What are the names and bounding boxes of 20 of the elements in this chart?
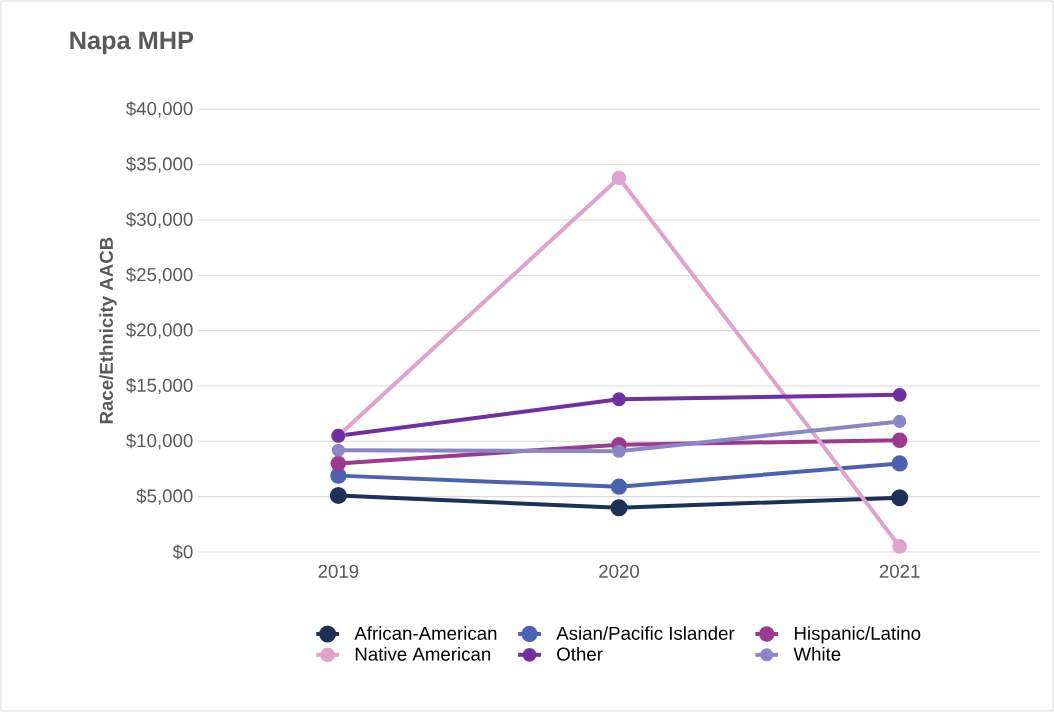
legend-label: Native American bbox=[355, 647, 491, 661]
legend-label: Other bbox=[557, 647, 603, 661]
y-axis-title: Race/Ethnicity AACB bbox=[99, 237, 117, 424]
x-tick-label: 2020 bbox=[599, 564, 640, 578]
legend-label: Asian/Pacific Islander bbox=[556, 626, 735, 640]
legend-label: Hispanic/Latino bbox=[794, 626, 921, 644]
y-tick-label: $40,000 bbox=[126, 101, 193, 118]
legend-label: White bbox=[793, 647, 841, 661]
y-tick-label: $20,000 bbox=[126, 322, 193, 339]
legend-label: African-American bbox=[354, 626, 497, 640]
y-tick-label: $35,000 bbox=[126, 156, 193, 173]
y-tick-label: $30,000 bbox=[126, 211, 193, 229]
chart-title: Napa MHP bbox=[70, 31, 194, 55]
y-tick-label: $5,000 bbox=[136, 488, 193, 505]
y-tick-label: $25,000 bbox=[126, 267, 193, 284]
y-tick-label: $10,000 bbox=[126, 433, 193, 450]
y-tick-label: $15,000 bbox=[126, 377, 193, 395]
y-tick-label: $0 bbox=[172, 544, 193, 560]
x-tick-label: 2021 bbox=[879, 564, 920, 578]
x-tick-label: 2019 bbox=[318, 564, 359, 578]
